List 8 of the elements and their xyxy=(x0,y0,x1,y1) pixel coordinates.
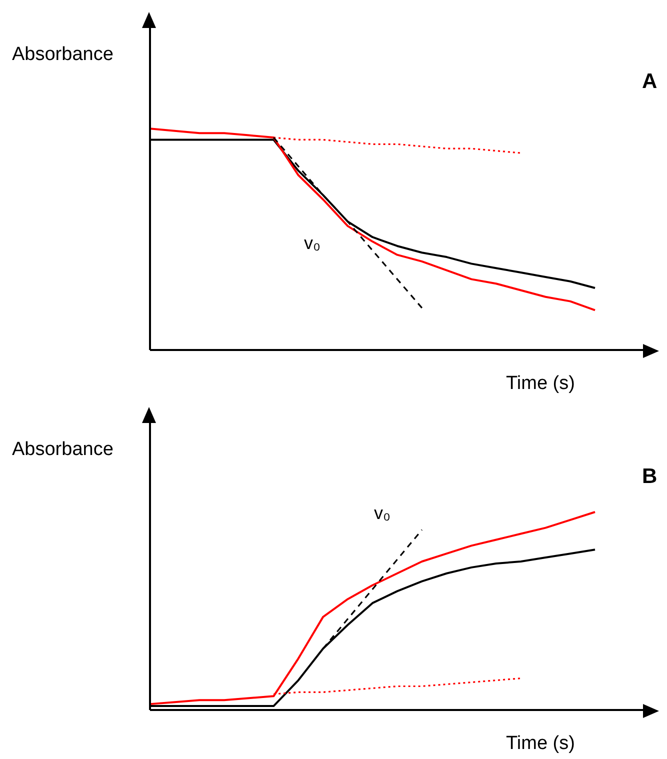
text: B xyxy=(642,465,658,489)
x-axis-title: Time (s) xyxy=(506,733,575,755)
y-axis-title: Absorbance xyxy=(12,439,114,461)
y-axis-title: Absorbance xyxy=(12,44,114,66)
x-axis-title: Time (s) xyxy=(506,373,575,395)
text: A xyxy=(642,70,658,94)
annotation: v₀ xyxy=(374,503,390,524)
annotation: v₀ xyxy=(304,233,320,254)
